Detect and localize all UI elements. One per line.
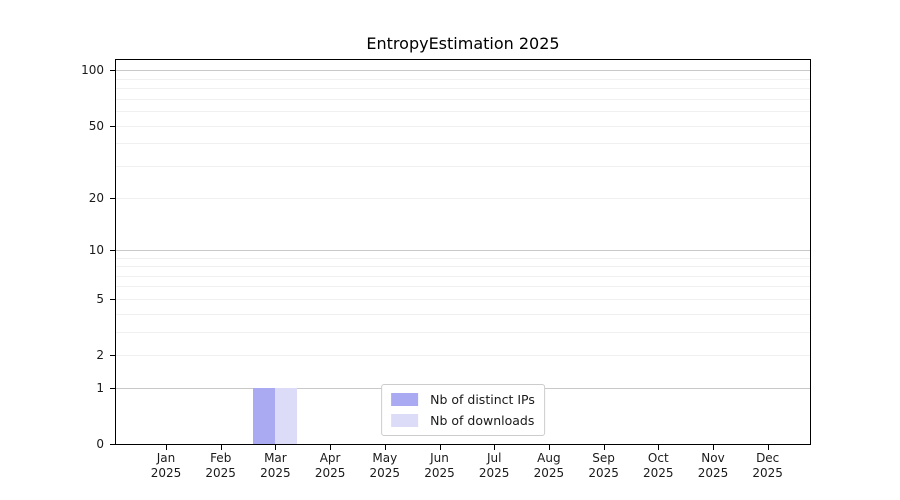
x-tick-mark — [385, 445, 386, 450]
y-gridline-minor — [116, 198, 810, 199]
y-gridline-major — [116, 250, 810, 251]
x-tick-mark — [549, 445, 550, 450]
y-tick-label: 10 — [88, 242, 104, 257]
y-tick-mark — [110, 126, 115, 127]
x-tick-year: 2025 — [424, 466, 455, 480]
x-tick-year: 2025 — [314, 466, 346, 480]
y-gridline-minor — [116, 99, 810, 100]
x-tick-label: Jan 2025 — [136, 451, 196, 481]
x-tick-year: 2025 — [369, 466, 401, 480]
x-tick-month: May — [372, 451, 398, 465]
x-tick-mark — [658, 445, 659, 450]
y-gridline-minor — [116, 111, 810, 112]
y-gridline-minor — [116, 79, 810, 80]
y-tick-mark — [110, 388, 115, 389]
y-tick-mark — [110, 299, 115, 300]
x-tick-month: Jan — [156, 451, 176, 465]
x-tick-year: 2025 — [533, 466, 565, 480]
y-gridline-minor — [116, 258, 810, 259]
y-gridline-minor — [116, 276, 810, 277]
x-tick-year: 2025 — [150, 466, 182, 480]
x-tick-label: Feb 2025 — [191, 451, 251, 481]
x-tick-mark — [604, 445, 605, 450]
x-tick-label: Nov 2025 — [683, 451, 743, 481]
x-tick-mark — [275, 445, 276, 450]
legend-label: Nb of distinct IPs — [430, 392, 535, 407]
x-tick-month: Oct — [647, 451, 669, 465]
y-tick-label: 100 — [81, 63, 104, 78]
x-tick-label: Jul 2025 — [464, 451, 524, 481]
x-tick-month: Jul — [486, 451, 502, 465]
legend-entry: Nb of downloads — [391, 413, 535, 428]
y-tick-label: 1 — [96, 380, 104, 395]
x-tick-mark — [221, 445, 222, 450]
y-gridline-major — [116, 70, 810, 71]
x-tick-label: Dec 2025 — [738, 451, 798, 481]
y-gridline-minor — [116, 266, 810, 267]
y-tick-label: 50 — [88, 118, 104, 133]
x-tick-label: May 2025 — [355, 451, 415, 481]
legend-entry: Nb of distinct IPs — [391, 392, 535, 407]
chart-title: EntropyEstimation 2025 — [366, 34, 560, 53]
y-tick-mark — [110, 355, 115, 356]
legend-swatch-nb-of-downloads — [391, 414, 419, 427]
x-tick-mark — [330, 445, 331, 450]
x-tick-month: Jun — [430, 451, 449, 465]
x-tick-year: 2025 — [478, 466, 510, 480]
x-tick-label: Jun 2025 — [410, 451, 470, 481]
x-tick-month: Sep — [592, 451, 615, 465]
x-tick-month: Apr — [319, 451, 341, 465]
y-tick-mark — [110, 250, 115, 251]
y-gridline-minor — [116, 314, 810, 315]
y-tick-mark — [110, 198, 115, 199]
x-tick-label: Aug 2025 — [519, 451, 579, 481]
x-tick-mark — [440, 445, 441, 450]
x-tick-label: Oct 2025 — [628, 451, 688, 481]
y-gridline-minor — [116, 286, 810, 287]
y-gridline-minor — [116, 88, 810, 89]
x-tick-year: 2025 — [752, 466, 783, 480]
x-tick-mark — [166, 445, 167, 450]
y-tick-mark — [110, 70, 115, 71]
y-tick-label: 20 — [88, 190, 104, 205]
y-gridline-minor — [116, 332, 810, 333]
y-tick-label: 5 — [96, 291, 104, 306]
y-gridline-minor — [116, 355, 810, 356]
y-gridline-minor — [116, 299, 810, 300]
legend: Nb of distinct IPs Nb of downloads — [381, 384, 545, 436]
y-gridline-minor — [116, 166, 810, 167]
x-tick-year: 2025 — [697, 466, 729, 480]
x-tick-year: 2025 — [643, 466, 674, 480]
legend-label: Nb of downloads — [430, 413, 535, 428]
x-tick-label: Mar 2025 — [245, 451, 305, 481]
y-tick-label: 0 — [96, 437, 104, 451]
x-tick-mark — [713, 445, 714, 450]
x-tick-year: 2025 — [260, 466, 291, 480]
x-tick-month: Feb — [210, 451, 232, 465]
x-tick-label: Apr 2025 — [300, 451, 360, 481]
x-tick-label: Sep 2025 — [574, 451, 634, 481]
x-tick-month: Dec — [756, 451, 780, 465]
x-tick-mark — [768, 445, 769, 450]
y-tick-mark — [110, 444, 115, 445]
x-tick-month: Aug — [537, 451, 561, 465]
y-tick-label: 2 — [96, 348, 104, 363]
bar-nb-of-distinct-ips — [253, 388, 275, 444]
bar-nb-of-downloads — [275, 388, 297, 444]
x-tick-year: 2025 — [588, 466, 619, 480]
x-tick-mark — [494, 445, 495, 450]
x-tick-month: Mar — [264, 451, 287, 465]
y-gridline-minor — [116, 126, 810, 127]
legend-swatch-nb-of-distinct-ips — [391, 393, 419, 406]
x-tick-year: 2025 — [205, 466, 236, 480]
y-gridline-minor — [116, 143, 810, 144]
x-tick-month: Nov — [701, 451, 725, 465]
plot-area: Nb of distinct IPs Nb of downloads — [115, 59, 811, 445]
